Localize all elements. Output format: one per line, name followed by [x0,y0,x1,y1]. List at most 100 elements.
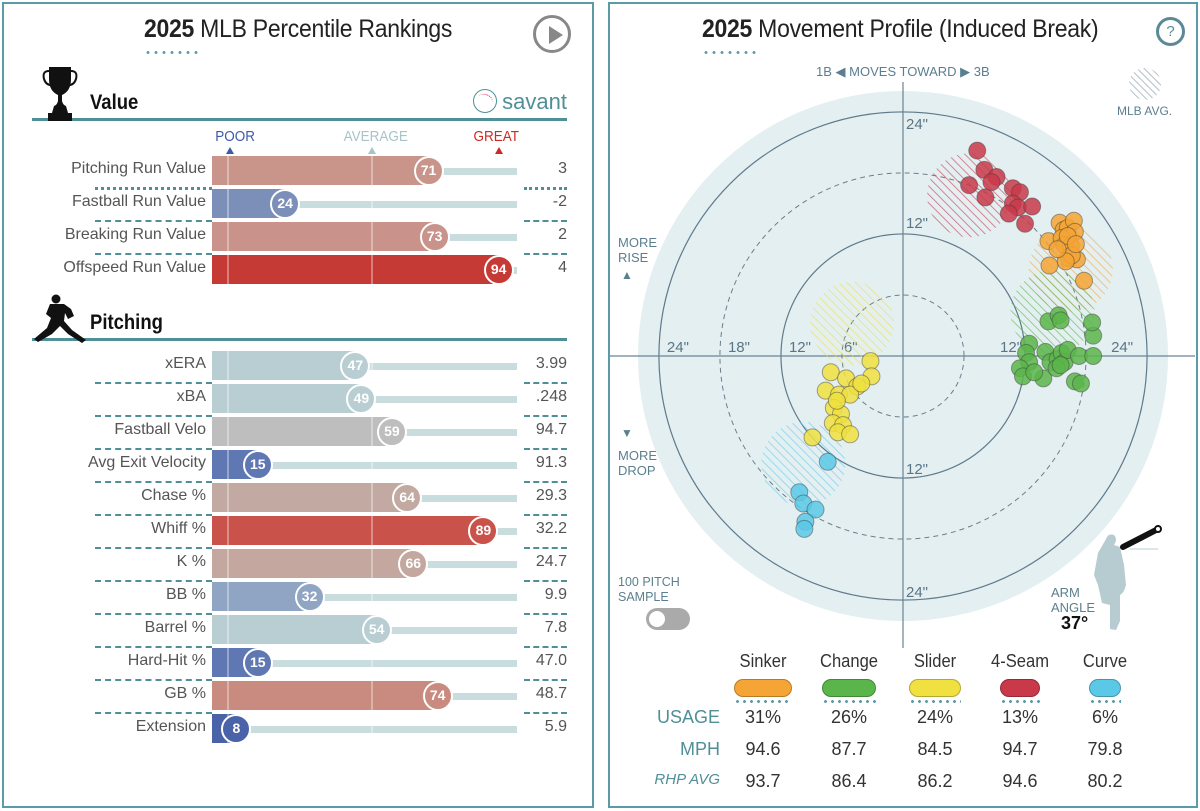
pitching-section-label: Pitching [90,311,163,334]
pitch-point-curve [806,500,825,519]
mlb-avg-label: MLB AVG. [1117,104,1173,118]
pitch-point-slider [852,374,871,393]
usage-value: 24% [916,707,954,727]
pitcher-icon [34,294,86,343]
percentile-row[interactable]: Avg Exit Velocity 15 91.3 [0,450,592,480]
pitch-legend-swatch[interactable] [734,679,792,697]
percentile-knob: 59 [376,417,407,447]
metric-name: Breaking Run Value [64,226,206,243]
mph-row-label: MPH [680,739,720,759]
metric-name: K % [176,553,206,570]
savant-logo[interactable]: savant [473,89,567,115]
pitch-point-4-seam [960,176,979,195]
percentile-knob: 15 [242,648,273,678]
row-divider [95,646,212,648]
row-divider [524,580,567,582]
pitch-point-4-seam [982,173,1001,192]
pitch-legend-swatch[interactable] [909,679,961,697]
percentile-row[interactable]: xBA 49 .248 [0,384,592,414]
metric-value: 4 [558,259,567,276]
metric-value: 47.0 [535,652,567,669]
row-divider [524,382,567,384]
metric-value: 91.3 [535,454,567,471]
pitch-point-4-seam [968,141,987,160]
percentile-row[interactable]: Fastball Run Value 24 -2 [0,189,592,219]
pitch-point-4-seam [1023,197,1042,216]
usage-value: 31% [744,707,782,727]
metric-value: 3 [558,160,567,177]
row-divider [524,253,567,255]
pitch-point-4-seam [976,188,995,207]
percentile-bar [212,582,310,611]
metric-value: 29.3 [535,487,567,504]
percentile-knob: 64 [392,483,423,513]
x-tick-label: 12" [1000,339,1022,356]
sample-toggle[interactable] [646,608,690,630]
pitch-legend-swatch[interactable] [1000,679,1040,697]
metric-value: 2 [558,226,567,243]
great-marker-icon [495,147,503,154]
percentile-row[interactable]: Pitching Run Value 71 3 [0,156,592,186]
metric-name: Pitching Run Value [71,160,206,177]
row-divider [95,514,212,516]
row-divider [524,679,567,681]
row-divider [95,613,212,615]
gridline [370,189,373,218]
play-button[interactable] [533,15,571,53]
pitch-point-4-seam [1016,214,1035,233]
gridline [227,255,229,284]
percentile-row[interactable]: Fastball Velo 59 94.7 [0,417,592,447]
scale-average-label: AVERAGE [343,128,408,145]
row-divider [524,415,567,417]
y-tick-label: 24" [906,584,928,601]
row-divider [524,514,567,516]
percentile-row[interactable]: Chase % 64 29.3 [0,483,592,513]
gridline [227,615,229,644]
mph-value: 87.7 [831,739,867,759]
row-divider [95,187,212,190]
rhp-avg-value: 86.4 [831,771,867,791]
pitch-point-sinker [1075,271,1094,290]
percentile-bar [212,417,392,446]
metric-value: 5.9 [544,718,567,735]
percentile-track [212,201,517,208]
percentile-row[interactable]: GB % 74 48.7 [0,681,592,711]
percentile-row[interactable]: Hard-Hit % 15 47.0 [0,648,592,678]
x-tick-label: 18" [728,339,750,356]
percentile-title: 2025 MLB Percentile Rankings [144,15,453,43]
percentile-row[interactable]: Breaking Run Value 73 2 [0,222,592,252]
usage-dots [734,700,792,703]
gridline [370,483,373,512]
usage-dots [909,700,961,703]
gridline [370,582,373,611]
percentile-row[interactable]: BB % 32 9.9 [0,582,592,612]
pitch-legend-swatch[interactable] [1088,679,1122,697]
percentile-bar [212,384,362,413]
metric-value: -2 [552,193,567,210]
percentile-row[interactable]: Barrel % 54 7.8 [0,615,592,645]
pitch-point-change [1084,347,1103,365]
percentile-row[interactable]: Extension 8 5.9 [0,714,592,744]
row-divider [95,712,212,714]
help-button[interactable]: ? [1156,17,1185,46]
metric-name: BB % [165,586,206,603]
pitch-legend-swatch[interactable] [822,679,876,697]
gridline [370,222,373,251]
percentile-row[interactable]: Whiff % 89 32.2 [0,516,592,546]
pitch-point-curve [795,519,814,538]
percentile-row[interactable]: xERA 47 3.99 [0,351,592,381]
gridline [227,417,229,446]
row-divider [95,382,212,384]
percentile-row[interactable]: Offspeed Run Value 94 4 [0,255,592,285]
arm-angle-value: 37° [1061,613,1089,633]
percentile-row[interactable]: K % 66 24.7 [0,549,592,579]
gridline [227,549,229,578]
pitch-point-curve [818,452,837,471]
pitch-point-slider [821,363,840,382]
metric-name: Hard-Hit % [127,652,206,669]
percentile-knob: 49 [346,384,377,414]
percentile-knob: 32 [294,582,325,612]
pitch-type-header: 4-Seam [991,651,1049,671]
metric-name: Barrel % [144,619,206,636]
gridline [370,516,373,545]
